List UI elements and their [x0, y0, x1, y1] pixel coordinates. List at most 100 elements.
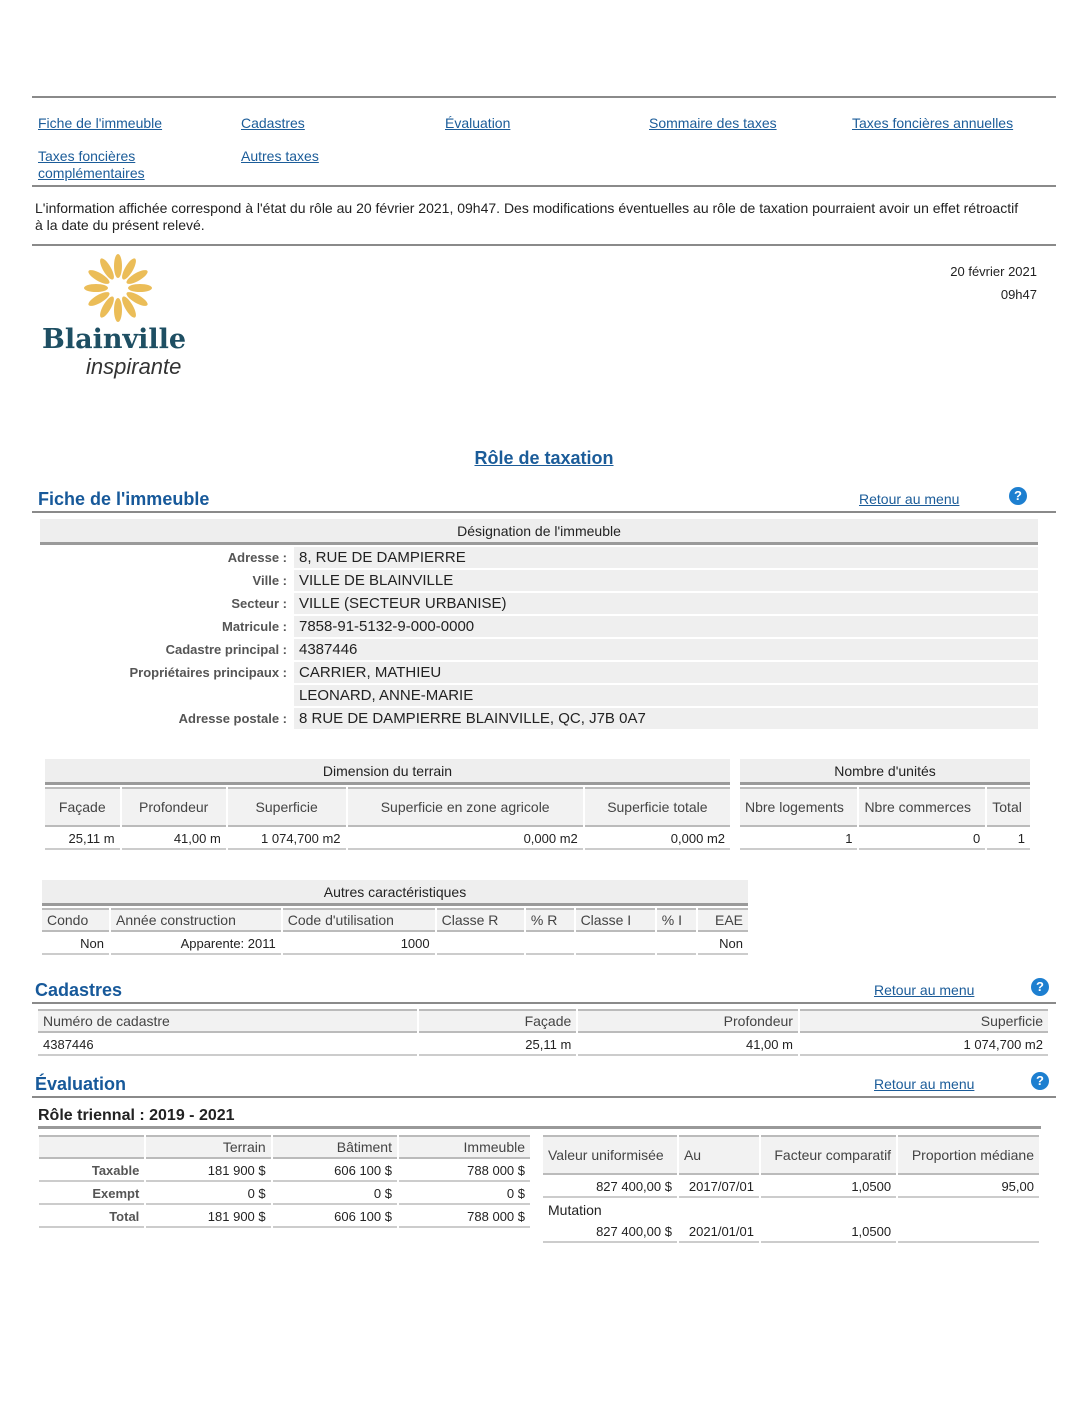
help-icon[interactable]: ? — [1031, 978, 1049, 996]
column-header: Immeuble — [398, 1135, 530, 1159]
nav-fiche[interactable]: Fiche de l'immeuble — [38, 115, 163, 131]
designation-row: Matricule : 7858-91-5132-9-000-0000 — [40, 616, 1038, 637]
column-header: Facteur comparatif — [761, 1135, 897, 1175]
divider — [32, 1002, 1056, 1004]
field-label: Adresse postale : — [178, 711, 287, 726]
cell-value: 41,00 m — [121, 829, 226, 850]
cadastres-table: Numéro de cadastre Façade Profondeur Superf… — [36, 1007, 1050, 1058]
valeur-uniformisee-table: Valeur uniformisée Au Facteur comparatif Pr… — [541, 1133, 1041, 1245]
nav-taxes-annuelles[interactable]: Taxes foncières annuelles — [852, 115, 1014, 131]
cell-value: 95,00 — [898, 1177, 1039, 1198]
divider — [32, 511, 1056, 513]
column-header: Classe R — [436, 908, 524, 932]
column-header: Terrain — [146, 1135, 271, 1159]
row-label: Taxable — [39, 1161, 145, 1182]
cell-value: 0 $ — [398, 1184, 530, 1205]
field-value: 4387446 — [294, 639, 1038, 660]
help-icon[interactable]: ? — [1031, 1072, 1049, 1090]
column-header: Au — [678, 1135, 759, 1175]
designation-row: LEONARD, ANNE-MARIE — [40, 685, 1038, 706]
page-title[interactable]: Rôle de taxation — [474, 448, 614, 468]
column-header: Code d'utilisation — [282, 908, 435, 932]
designation-row: Ville : VILLE DE BLAINVILLE — [40, 570, 1038, 591]
cell-value: 1000 — [282, 934, 435, 955]
column-header: Superficie en zone agricole — [347, 787, 583, 827]
logo-name: Blainville — [42, 324, 187, 355]
column-header: Superficie — [799, 1009, 1048, 1033]
unites-table: Nombre d'unités Nbre logements Nbre comme… — [738, 757, 1032, 852]
cell-value: 4387446 — [38, 1035, 418, 1056]
cell-value: 1,0500 — [761, 1177, 897, 1198]
cell-value: 181 900 $ — [146, 1161, 271, 1182]
column-header: Année construction — [111, 908, 281, 932]
blainville-logo: Blainville inspirante — [38, 250, 198, 380]
field-label: Adresse : — [227, 550, 287, 565]
field-value: VILLE DE BLAINVILLE — [294, 570, 1038, 591]
column-header: Superficie totale — [584, 787, 730, 827]
evaluation-table: Terrain Bâtiment Immeuble Taxable 181 900 $6… — [37, 1133, 532, 1230]
row-label: Exempt — [39, 1184, 145, 1205]
designation-row: Propriétaires principaux : CARRIER, MATHI… — [40, 662, 1038, 683]
cell-value: Apparente: 2011 — [111, 934, 281, 955]
sun-logo-icon — [84, 254, 152, 322]
column-header: Profondeur — [121, 787, 226, 827]
column-header: Numéro de cadastre — [38, 1009, 418, 1033]
column-header: Total — [987, 787, 1030, 827]
nav-sommaire[interactable]: Sommaire des taxes — [649, 115, 777, 131]
column-header: Façade — [419, 1009, 577, 1033]
designation-row: Cadastre principal : 4387446 — [40, 639, 1038, 660]
cell-value: 827 400,00 $ — [543, 1177, 677, 1198]
divider — [32, 244, 1056, 246]
retour-menu-link[interactable]: Retour au menu — [859, 491, 960, 507]
nav-autres-taxes[interactable]: Autres taxes — [241, 148, 319, 164]
field-value: VILLE (SECTEUR URBANISE) — [294, 593, 1038, 614]
unites-header: Nombre d'unités — [740, 759, 1030, 785]
divider — [32, 96, 1056, 98]
evaluation-row: Total 181 900 $606 100 $788 000 $ — [39, 1207, 530, 1228]
dimension-header: Dimension du terrain — [45, 759, 730, 785]
cell-value: 1 074,700 m2 — [227, 829, 346, 850]
column-header: Valeur uniformisée — [543, 1135, 677, 1175]
cell-value: 0,000 m2 — [347, 829, 583, 850]
field-label: Ville : — [252, 573, 287, 588]
designation-row: Secteur : VILLE (SECTEUR URBANISE) — [40, 593, 1038, 614]
help-icon[interactable]: ? — [1009, 487, 1027, 505]
cell-value: 1,0500 — [761, 1222, 897, 1243]
cell-value: 2021/01/01 — [678, 1222, 759, 1243]
dimension-table: Dimension du terrain Façade Profondeur Sup… — [43, 757, 732, 852]
row-label: Total — [39, 1207, 145, 1228]
cell-value — [525, 934, 574, 955]
retour-menu-link[interactable]: Retour au menu — [874, 1076, 975, 1092]
cell-value: 0 $ — [146, 1184, 271, 1205]
field-label — [40, 685, 292, 706]
column-header: Proportion médiane — [898, 1135, 1039, 1175]
report-time: 09h47 — [1000, 287, 1037, 302]
column-header: Superficie — [227, 787, 346, 827]
cell-value: 2017/07/01 — [678, 1177, 759, 1198]
cell-value: 0 $ — [272, 1184, 397, 1205]
nav-evaluation[interactable]: Évaluation — [445, 115, 511, 131]
section-title-cadastres: Cadastres — [35, 980, 123, 1000]
cell-value: 606 100 $ — [272, 1207, 397, 1228]
divider — [32, 185, 1056, 187]
section-title-fiche: Fiche de l'immeuble — [38, 489, 210, 509]
field-value: 8 RUE DE DAMPIERRE BLAINVILLE, QC, J7B 0… — [294, 708, 1038, 729]
autres-header: Autres caractéristiques — [42, 880, 748, 906]
autres-table: Autres caractéristiques Condo Année const… — [40, 878, 750, 957]
evaluation-row: Exempt 0 $0 $0 $ — [39, 1184, 530, 1205]
cell-value: Non — [698, 934, 748, 955]
cell-value: 25,11 m — [419, 1035, 577, 1056]
nav-taxes-complementaires[interactable]: Taxes foncières complémentaires — [38, 148, 145, 181]
designation-header: Désignation de l'immeuble — [40, 519, 1038, 545]
nav-cadastres[interactable]: Cadastres — [241, 115, 305, 131]
retour-menu-link[interactable]: Retour au menu — [874, 982, 975, 998]
role-triennal-subtitle: Rôle triennal : 2019 - 2021 — [38, 1107, 235, 1124]
designation-row: Adresse postale : 8 RUE DE DAMPIERRE BLAI… — [40, 708, 1038, 729]
field-value: 7858-91-5132-9-000-0000 — [294, 616, 1038, 637]
column-header: % R — [525, 908, 574, 932]
column-header: Façade — [45, 787, 120, 827]
field-label: Matricule : — [221, 619, 287, 634]
report-date: 20 février 2021 — [950, 264, 1037, 279]
divider — [38, 1126, 1041, 1129]
cell-value: 0,000 m2 — [584, 829, 730, 850]
